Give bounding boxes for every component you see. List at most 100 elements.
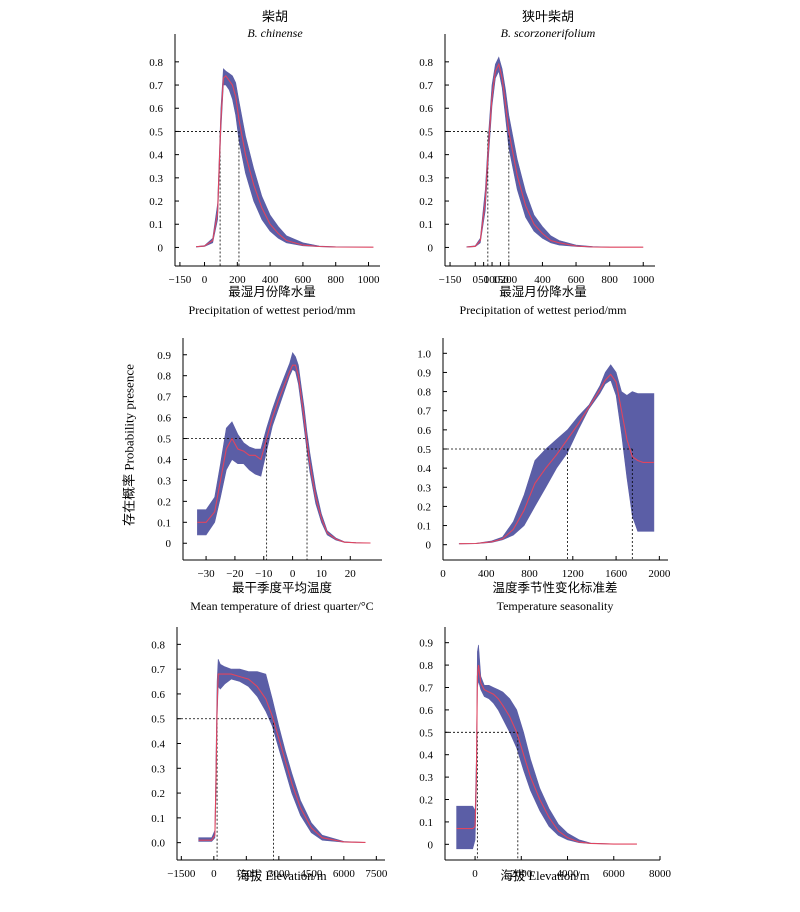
y-tick-label: 0 bbox=[428, 242, 434, 254]
y-tick-label: 0.3 bbox=[419, 173, 433, 185]
x-tick-label: 1000 bbox=[632, 274, 655, 286]
x-tick-label: 6000 bbox=[603, 868, 626, 880]
x-tick-label: −10 bbox=[255, 568, 273, 580]
panel-f: 0 0.1 0.2 0.3 0.4 0.5 0.6 0.7 0.8 0.9 0 2000 4000 600… bbox=[419, 627, 672, 883]
x-axis-label-zh: 最干季度平均温度 bbox=[232, 580, 333, 595]
column-title-right-latin: B. scorzonerifolium bbox=[500, 26, 596, 40]
y-tick-label: 0.1 bbox=[149, 219, 163, 231]
x-tick-label: −150 bbox=[169, 274, 192, 286]
mean-line bbox=[196, 74, 374, 248]
panel-c: 0 0.1 0.2 0.3 0.4 0.5 0.6 0.7 0.8 0.9 −30 −20 −10 0 10… bbox=[157, 338, 382, 613]
column-title-left-zh: 柴胡 bbox=[261, 9, 288, 24]
x-tick-label: 800 bbox=[601, 274, 618, 286]
y-tick-label: 0.7 bbox=[157, 392, 171, 404]
x-tick-label: 600 bbox=[568, 274, 585, 286]
x-tick-label: 400 bbox=[478, 568, 495, 580]
x-axis-label-en: Mean temperature of driest quarter/°C bbox=[190, 599, 373, 613]
x-tick-label: −1500 bbox=[167, 868, 196, 880]
x-axis-label: 海拔 Elevation/m bbox=[500, 868, 589, 883]
y-tick-label: 0.8 bbox=[419, 57, 433, 69]
x-tick-label: 8000 bbox=[649, 868, 672, 880]
x-tick-label: 100 bbox=[484, 274, 501, 286]
y-tick-label: 0.3 bbox=[419, 772, 433, 784]
x-tick-label: 10 bbox=[316, 568, 328, 580]
x-tick-label: 1500 bbox=[235, 868, 258, 880]
x-tick-label: 20 bbox=[345, 568, 357, 580]
y-tick-label: 0.8 bbox=[149, 57, 163, 69]
x-tick-label: 0 bbox=[472, 868, 478, 880]
y-tick-label: 0.8 bbox=[151, 639, 165, 651]
x-tick-label: 3000 bbox=[268, 868, 291, 880]
y-tick-label: 0.7 bbox=[417, 406, 431, 418]
y-tick-label: 0.8 bbox=[157, 371, 171, 383]
y-tick-label: 0.4 bbox=[419, 150, 433, 162]
mean-line bbox=[456, 665, 637, 845]
y-tick-label: 0.2 bbox=[149, 196, 163, 208]
y-tick-label: 0.3 bbox=[157, 475, 171, 487]
x-tick-label: 50 bbox=[478, 274, 490, 286]
x-tick-label: 1600 bbox=[605, 568, 628, 580]
x-tick-label: 200 bbox=[501, 274, 518, 286]
x-tick-label: −150 bbox=[439, 274, 462, 286]
x-tick-label: 200 bbox=[229, 274, 246, 286]
y-tick-label: 0 bbox=[166, 538, 172, 550]
x-tick-label: 2000 bbox=[510, 868, 533, 880]
x-axis-label-zh: 最湿月份降水量 bbox=[499, 284, 587, 299]
y-tick-label: 0.9 bbox=[417, 367, 431, 379]
panel-e: 0.0 0.1 0.2 0.3 0.4 0.5 0.6 0.7 0.8 −1500 0 1500 300… bbox=[151, 627, 388, 883]
x-tick-label: −20 bbox=[226, 568, 244, 580]
x-tick-label: 0 bbox=[472, 274, 478, 286]
y-tick-label: 0.2 bbox=[419, 795, 433, 807]
x-tick-label: 4500 bbox=[300, 868, 323, 880]
mean-line bbox=[466, 62, 644, 248]
y-tick-label: 0.2 bbox=[157, 496, 171, 508]
y-tick-label: 0.1 bbox=[151, 813, 165, 825]
y-tick-label: 0.1 bbox=[419, 219, 433, 231]
y-tick-label: 0.8 bbox=[419, 660, 433, 672]
y-tick-label: 0.0 bbox=[151, 838, 165, 850]
y-tick-label: 0.6 bbox=[151, 689, 165, 701]
y-tick-label: 0.4 bbox=[157, 454, 171, 466]
x-tick-label: 0 bbox=[440, 568, 446, 580]
y-tick-label: 0 bbox=[158, 242, 164, 254]
x-axis-label-en: Precipitation of wettest period/mm bbox=[189, 303, 357, 317]
y-tick-label: 0.3 bbox=[417, 482, 431, 494]
x-tick-label: 7500 bbox=[365, 868, 388, 880]
x-tick-label: 800 bbox=[327, 274, 344, 286]
y-tick-label: 0.4 bbox=[149, 150, 163, 162]
y-tick-label: 0.7 bbox=[149, 80, 163, 92]
x-axis-label-en: Precipitation of wettest period/mm bbox=[460, 303, 628, 317]
y-tick-label: 0.9 bbox=[157, 350, 171, 362]
x-tick-label: 800 bbox=[521, 568, 538, 580]
y-tick-label: 0.5 bbox=[151, 714, 165, 726]
y-tick-label: 0.6 bbox=[157, 413, 171, 425]
y-tick-label: 0.2 bbox=[417, 501, 431, 513]
y-tick-label: 0.4 bbox=[417, 463, 431, 475]
x-tick-label: 4000 bbox=[557, 868, 580, 880]
y-tick-label: 0.7 bbox=[419, 682, 433, 694]
panel-d: 0 0.1 0.2 0.3 0.4 0.5 0.6 0.7 0.8 0.9 1.0 0 400 800 12… bbox=[417, 338, 671, 613]
y-tick-label: 0 bbox=[426, 540, 432, 552]
y-tick-label: 0.5 bbox=[419, 126, 433, 138]
x-tick-label: 400 bbox=[534, 274, 551, 286]
x-tick-label: 2000 bbox=[648, 568, 671, 580]
confidence-band bbox=[456, 644, 637, 850]
y-tick-label: 0.5 bbox=[157, 434, 171, 446]
x-tick-label: 1000 bbox=[358, 274, 381, 286]
confidence-band bbox=[197, 352, 371, 544]
y-tick-label: 0.5 bbox=[417, 444, 431, 456]
x-tick-label: 6000 bbox=[333, 868, 356, 880]
column-title-right-zh: 狭叶柴胡 bbox=[521, 9, 574, 24]
x-tick-label: 0 bbox=[211, 868, 217, 880]
x-tick-label: 150 bbox=[492, 274, 509, 286]
panel-b: 00.10.20.30.40.50.60.70.8−150 0 5010015020… bbox=[419, 34, 655, 317]
y-tick-label: 0.3 bbox=[151, 763, 165, 775]
y-tick-label: 0.5 bbox=[149, 126, 163, 138]
y-tick-label: 1.0 bbox=[417, 348, 431, 360]
y-tick-label: 0.6 bbox=[149, 103, 163, 115]
y-tick-label: 0.5 bbox=[419, 727, 433, 739]
y-tick-label: 0.4 bbox=[151, 739, 165, 751]
y-tick-label: 0.1 bbox=[417, 521, 431, 533]
x-axis-label-zh: 最湿月份降水量 bbox=[228, 284, 316, 299]
